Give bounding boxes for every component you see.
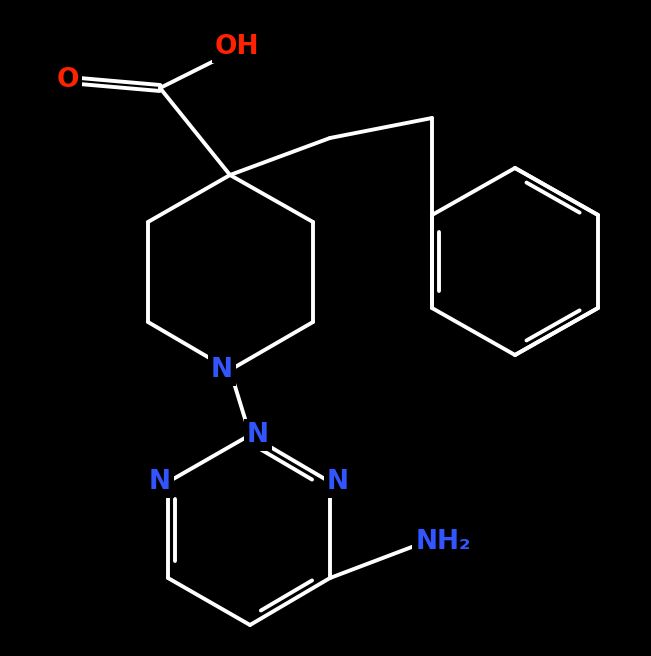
Text: N: N [211, 357, 233, 383]
Text: N: N [327, 469, 349, 495]
Text: N: N [247, 422, 269, 448]
Text: NH₂: NH₂ [415, 529, 471, 555]
Text: O: O [57, 67, 79, 93]
Text: N: N [149, 469, 171, 495]
Text: OH: OH [215, 34, 259, 60]
